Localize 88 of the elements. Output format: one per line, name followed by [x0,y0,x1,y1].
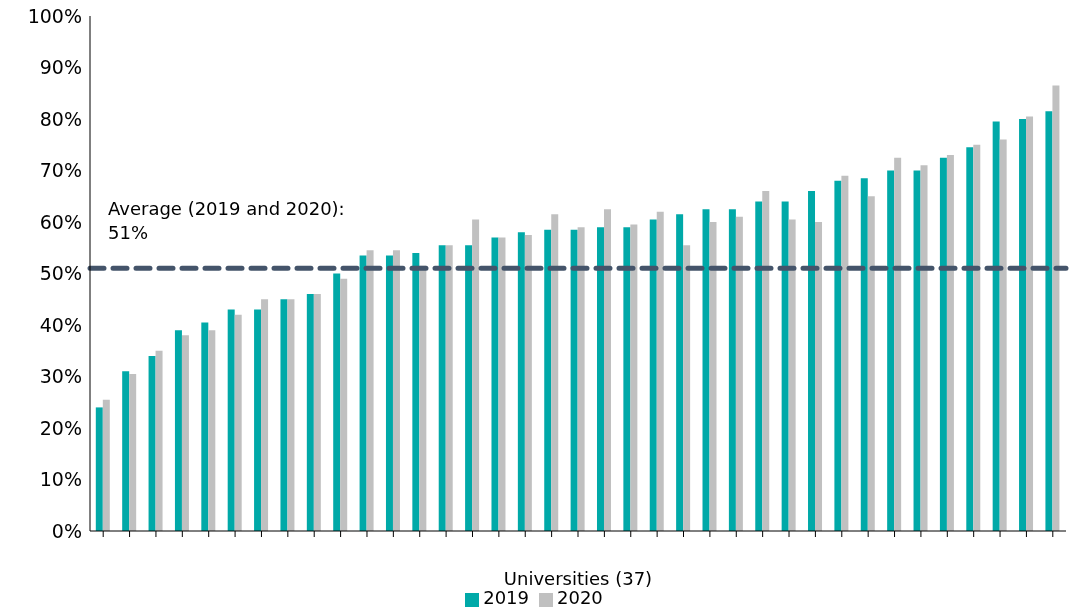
bar [359,255,367,531]
bar [472,219,480,531]
bar [465,245,473,531]
bar [1052,85,1060,531]
bar [340,278,348,531]
bar [95,407,103,531]
bar [755,201,763,531]
bar [728,209,736,531]
bar [676,214,684,531]
bar [815,222,823,531]
legend-label: 2020 [557,587,603,608]
ref-line-label: Average (2019 and 2020): 51% [108,198,345,243]
bar [570,229,578,531]
bar [544,229,552,531]
bar [306,294,314,531]
y-tick-label: 30% [39,365,82,388]
y-tick-label: 80% [39,107,82,130]
bar [385,255,393,531]
bar [102,399,110,531]
bar [683,245,691,531]
bar [577,227,585,531]
bar [623,227,631,531]
bar [709,222,717,531]
bar [551,214,559,531]
bar [181,335,189,531]
bar [920,165,928,531]
bar [1026,116,1034,531]
bar [438,245,446,531]
bar [498,237,506,531]
bar [966,147,974,531]
bar [174,330,182,531]
y-tick-label: 10% [39,468,82,491]
bar [630,224,638,531]
y-tick-label: 60% [39,210,82,233]
bar [887,170,895,531]
bar [992,121,1000,531]
bar [603,209,611,531]
bar [129,373,137,531]
bar [762,191,770,531]
bar [702,209,710,531]
bar [524,234,532,531]
bar [412,252,420,531]
bar [649,219,657,531]
bar [1045,111,1053,531]
bar [234,314,242,531]
bar [148,355,156,531]
bar [227,309,235,531]
bar [939,157,947,531]
y-tick-label: 40% [39,313,82,336]
bar [445,245,453,531]
bar [656,211,664,531]
bar [201,322,209,531]
bar [913,170,921,531]
bar [122,371,130,531]
bar [999,139,1007,531]
bar [366,250,374,531]
bar [155,350,163,531]
bar [946,155,954,531]
bar [781,201,789,531]
y-tick-label: 100% [27,4,82,27]
bar [834,180,842,531]
bar [788,219,796,531]
x-axis-title: Universities (37) [503,568,653,589]
bar [1019,119,1027,531]
bar [808,191,816,531]
bar [841,175,849,531]
y-tick-label: 20% [39,416,82,439]
bar [867,196,875,531]
y-tick-label: 70% [39,159,82,182]
y-tick-label: 50% [39,262,82,285]
bar [735,216,743,531]
bar [280,299,288,531]
bar [392,250,400,531]
bar [261,299,269,531]
bar [254,309,262,531]
bar [287,299,295,531]
bar [973,144,981,531]
bar [894,157,902,531]
bar [313,294,321,531]
bar [860,178,868,531]
y-tick-label: 90% [39,56,82,79]
bar [333,273,341,531]
bar [491,237,499,531]
bar [596,227,604,531]
legend-label: 2019 [483,587,529,608]
bar [208,330,216,531]
bar [517,232,525,531]
y-tick-label: 0% [51,519,82,542]
